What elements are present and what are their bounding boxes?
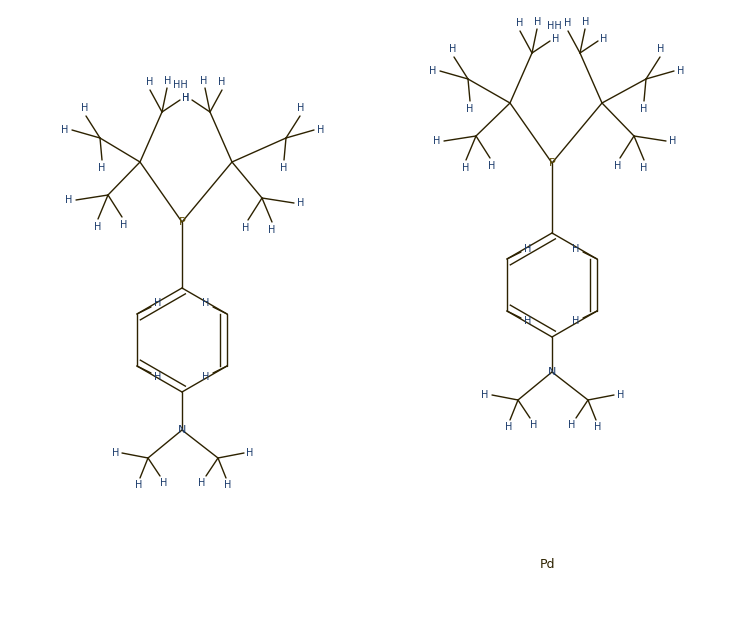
Text: P: P <box>549 158 555 168</box>
Text: H: H <box>112 448 120 458</box>
Text: H: H <box>147 77 154 87</box>
Text: H: H <box>246 448 254 458</box>
Text: H: H <box>617 390 625 400</box>
Text: H: H <box>164 76 172 86</box>
Text: H: H <box>534 17 542 27</box>
Text: H: H <box>553 34 560 44</box>
Text: H: H <box>530 420 538 430</box>
Text: H: H <box>182 93 190 103</box>
Text: H: H <box>203 299 210 309</box>
Text: H: H <box>281 163 288 173</box>
Text: H: H <box>297 103 305 113</box>
Text: H: H <box>297 198 305 208</box>
Text: H: H <box>449 44 456 54</box>
Text: H: H <box>94 222 101 232</box>
Text: H: H <box>200 76 208 86</box>
Text: H: H <box>98 163 106 173</box>
Text: H: H <box>640 104 647 114</box>
Text: H: H <box>462 163 469 173</box>
Text: H: H <box>218 77 226 87</box>
Text: H: H <box>429 66 437 76</box>
Text: H: H <box>505 422 512 432</box>
Text: H: H <box>564 18 572 28</box>
Text: N: N <box>547 367 556 377</box>
Text: H: H <box>120 220 128 230</box>
Text: H: H <box>640 163 647 173</box>
Text: H: H <box>516 18 523 28</box>
Text: H: H <box>572 244 580 254</box>
Text: H: H <box>467 104 474 114</box>
Text: H: H <box>677 66 685 76</box>
Text: H: H <box>569 420 576 430</box>
Text: H: H <box>594 422 601 432</box>
Text: Pd: Pd <box>540 559 555 571</box>
Text: H: H <box>155 371 162 381</box>
Text: H: H <box>66 195 73 205</box>
Text: N: N <box>178 425 186 435</box>
Text: H: H <box>155 299 162 309</box>
Text: H: H <box>615 161 622 171</box>
Text: H: H <box>433 136 441 146</box>
Text: HH: HH <box>173 80 187 90</box>
Text: H: H <box>317 125 324 135</box>
Text: H: H <box>182 93 190 103</box>
Text: H: H <box>524 316 531 326</box>
Text: H: H <box>225 480 232 490</box>
Text: H: H <box>481 390 488 400</box>
Text: H: H <box>203 371 210 381</box>
Text: HH: HH <box>547 21 561 31</box>
Text: H: H <box>82 103 89 113</box>
Text: H: H <box>600 34 608 44</box>
Text: H: H <box>524 244 531 254</box>
Text: H: H <box>669 136 677 146</box>
Text: H: H <box>198 478 206 488</box>
Text: H: H <box>572 316 580 326</box>
Text: H: H <box>658 44 665 54</box>
Text: H: H <box>61 125 69 135</box>
Text: H: H <box>582 17 590 27</box>
Text: H: H <box>136 480 143 490</box>
Text: H: H <box>268 225 276 235</box>
Text: H: H <box>242 223 250 233</box>
Text: P: P <box>179 217 185 227</box>
Text: H: H <box>488 161 496 171</box>
Text: H: H <box>160 478 168 488</box>
